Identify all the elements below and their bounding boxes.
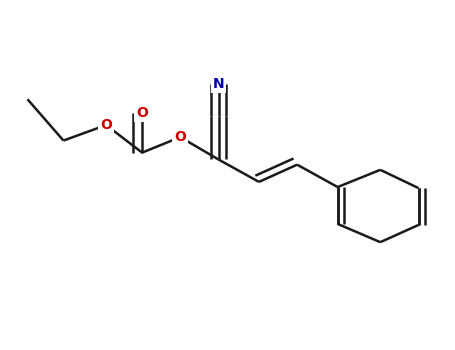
Text: O: O xyxy=(100,118,112,132)
Text: N: N xyxy=(212,77,224,91)
Text: O: O xyxy=(136,106,148,120)
Text: O: O xyxy=(174,130,186,144)
